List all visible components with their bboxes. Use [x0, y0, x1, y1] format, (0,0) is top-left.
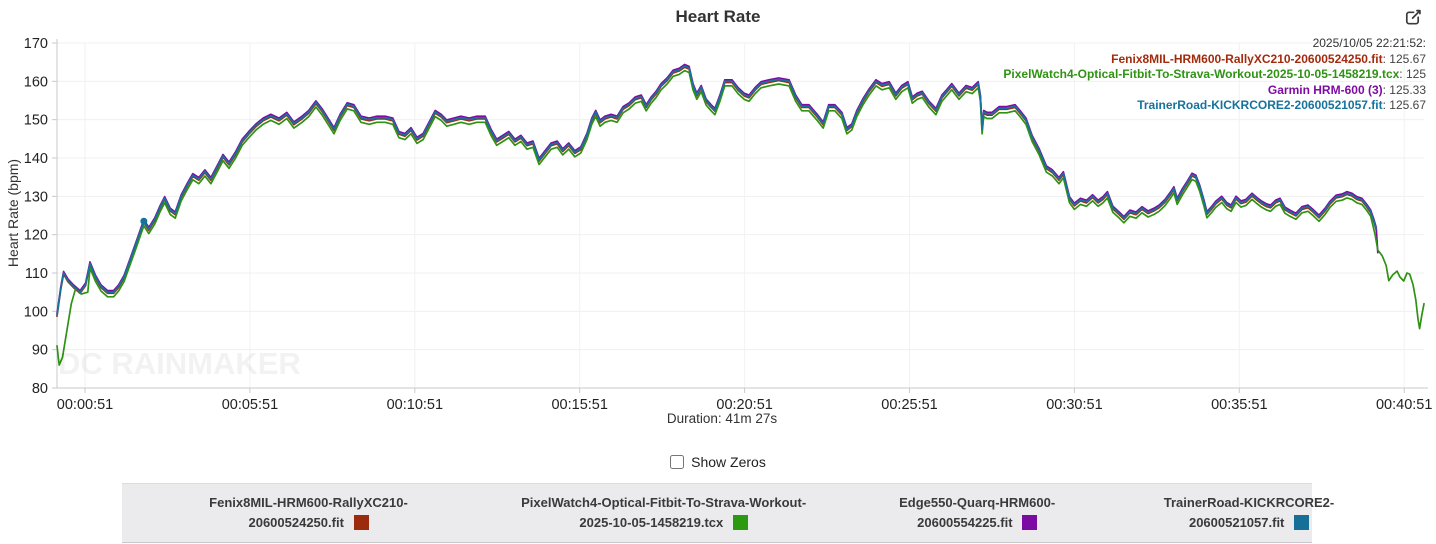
- chart-tooltip: 2025/10/05 22:21:52: Fenix8MIL-HRM600-Ra…: [1003, 36, 1426, 114]
- y-tick-label: 160: [24, 74, 48, 90]
- legend-item[interactable]: PixelWatch4-Optical-Fitbit-To-Strava-Wor…: [495, 493, 832, 533]
- x-tick-label: 00:15:51: [551, 397, 607, 413]
- legend-item-label: 2025-10-05-1458219.tcx: [503, 513, 824, 533]
- y-axis-title: Heart Rate (bpm): [5, 158, 21, 268]
- x-tick-label: 00:30:51: [1046, 397, 1102, 413]
- y-tick-label: 100: [24, 304, 48, 320]
- heart-rate-chart[interactable]: 80 90 100 110 120 130 140 150 160 170 00:00:51 00:0…: [0, 0, 1436, 430]
- legend-item-label: Fenix8MIL-HRM600-RallyXC210-: [209, 495, 408, 510]
- legend-item[interactable]: Fenix8MIL-HRM600-RallyXC210- 20600524250.…: [122, 493, 495, 533]
- tooltip-series-value: Garmin HRM-600 (3): 125.33: [1267, 82, 1426, 97]
- edit-box-icon: [1405, 9, 1421, 25]
- tooltip-series-value: PixelWatch4-Optical-Fitbit-To-Strava-Wor…: [1003, 67, 1426, 81]
- axes: 80 90 100 110 120 130 140 150 160 170 00:00:51 00:0…: [24, 36, 1433, 413]
- x-tick-label: 00:20:51: [716, 397, 772, 413]
- series-color-swatch: [732, 515, 748, 530]
- tooltip-series-value: TrainerRoad-KICKRCORE2-20600521057.fit: …: [1137, 98, 1426, 112]
- edit-chart-button[interactable]: [1402, 6, 1424, 28]
- legend-item-label: TrainerRoad-KICKRCORE2-: [1163, 495, 1335, 510]
- y-tick-label: 150: [24, 113, 48, 129]
- show-zeros-label: Show Zeros: [691, 454, 766, 470]
- legend-item-label: 20600524250.fit: [130, 513, 487, 533]
- show-zeros-checkbox[interactable]: [670, 455, 685, 469]
- series-line[interactable]: [56, 69, 1425, 366]
- series-point-marker[interactable]: [140, 217, 148, 225]
- y-tick-label: 120: [24, 228, 48, 244]
- x-tick-label: 00:10:51: [387, 397, 443, 413]
- gridlines: [57, 42, 1424, 388]
- series-line[interactable]: [56, 65, 1378, 317]
- x-axis-title: Duration: 41m 27s: [666, 411, 778, 426]
- tooltip-timestamp: 2025/10/05 22:21:52:: [1312, 36, 1426, 50]
- series-color-swatch: [1022, 515, 1038, 530]
- series-legend-bar: Fenix8MIL-HRM600-RallyXC210- 20600524250.…: [122, 483, 1334, 543]
- x-tick-label: 00:40:51: [1376, 397, 1432, 413]
- y-tick-label: 80: [32, 381, 48, 397]
- y-tick-label: 90: [32, 343, 48, 359]
- y-tick-label: 140: [24, 151, 48, 167]
- y-tick-label: 110: [25, 266, 48, 282]
- series-color-swatch: [1294, 515, 1309, 530]
- legend-item-label: 20600521057.fit: [1130, 513, 1368, 533]
- series-line[interactable]: [56, 63, 1379, 315]
- x-tick-label: 00:35:51: [1211, 397, 1267, 413]
- y-tick-label: 130: [24, 189, 48, 205]
- y-tick-label: 170: [24, 36, 48, 52]
- legend-item-label: 20600554225.fit: [840, 513, 1114, 533]
- dc-rainmaker-watermark: DC RAINMAKER: [58, 346, 301, 381]
- chart-title: Heart Rate: [675, 7, 761, 26]
- legend-item[interactable]: TrainerRoad-KICKRCORE2- 20600521057.fit: [1122, 493, 1376, 533]
- tooltip-series-value: Fenix8MIL-HRM600-RallyXC210-20600524250.…: [1111, 51, 1426, 66]
- show-zeros-control: Show Zeros: [0, 454, 1436, 470]
- legend-item-label: PixelWatch4-Optical-Fitbit-To-Strava-Wor…: [521, 495, 807, 510]
- x-tick-label: 00:25:51: [881, 397, 937, 413]
- series-color-swatch: [353, 515, 369, 530]
- x-tick-label: 00:00:51: [57, 397, 113, 413]
- legend-item-label: Edge550-Quarq-HRM600-: [899, 495, 1056, 510]
- legend-item[interactable]: Edge550-Quarq-HRM600- 20600554225.fit: [832, 493, 1122, 533]
- x-tick-label: 00:05:51: [222, 397, 278, 413]
